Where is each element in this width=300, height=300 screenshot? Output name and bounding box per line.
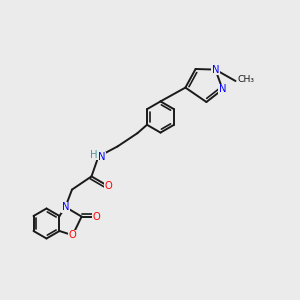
Text: N: N — [219, 84, 226, 94]
Text: N: N — [62, 202, 69, 212]
Text: N: N — [98, 152, 106, 163]
Text: O: O — [93, 212, 101, 222]
Text: O: O — [104, 181, 112, 191]
Text: CH₃: CH₃ — [238, 75, 255, 84]
Text: N: N — [212, 64, 219, 75]
Text: H: H — [91, 150, 98, 160]
Text: O: O — [69, 230, 76, 240]
